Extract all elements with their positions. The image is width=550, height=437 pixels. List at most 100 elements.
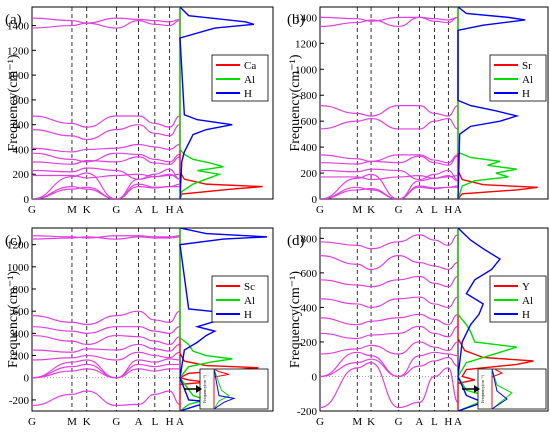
dos-curve-metal (457, 7, 538, 199)
phonon-band (32, 152, 181, 163)
phonon-band (32, 310, 181, 326)
y-tick-label: 600 (13, 120, 30, 132)
legend-entry: H (244, 309, 252, 321)
phonon-band (320, 351, 459, 378)
legend-entry: Al (522, 74, 533, 86)
hs-label: L (431, 204, 438, 216)
phonon-band (32, 183, 181, 199)
hs-label: L (151, 416, 158, 428)
y-tick-label: 1000 (7, 70, 30, 82)
hs-label: G (112, 416, 120, 428)
phonon-band (32, 172, 181, 199)
phonon-band (320, 255, 459, 271)
legend-entry: Sc (244, 281, 255, 293)
legend-entry: Sr (522, 60, 532, 72)
y-tick-label: 1000 (7, 262, 30, 274)
inset-frame (199, 368, 269, 410)
phonon-band (32, 156, 181, 165)
phonon-band (320, 16, 459, 22)
y-axis-label: Frequency(cm⁻¹) (6, 54, 21, 151)
inset-ylabel: Frequency(cm⁻¹) (480, 374, 485, 402)
inset-curve-h (491, 368, 508, 410)
y-axis-label: Frequency(cm⁻¹) (288, 271, 303, 368)
y-tick-label: 200 (13, 169, 30, 181)
panel-label: (d) (287, 233, 305, 249)
phonon-band (32, 363, 180, 379)
inset-ylabel: Frequency(cm⁻¹) (202, 374, 207, 402)
phonon-band (32, 143, 181, 153)
hs-label: H (166, 204, 174, 216)
hs-label: H (166, 416, 174, 428)
hs-label: A (415, 204, 423, 216)
y-tick-label: 1200 (7, 240, 30, 252)
legend-entry: H (244, 88, 252, 100)
phonon-band (320, 104, 459, 117)
y-tick-label: 0 (24, 373, 30, 385)
y-axis-label: Frequency(cm⁻¹) (6, 271, 21, 368)
phonon-band (320, 325, 459, 340)
y-tick-label: 1400 (295, 12, 318, 24)
y-tick-label: 400 (301, 302, 318, 314)
phonon-band (32, 358, 181, 379)
y-tick-label: 0 (24, 194, 30, 206)
panel-label: (c) (5, 233, 22, 249)
plot-frame (31, 227, 274, 412)
y-tick-label: 600 (13, 306, 30, 318)
inset-curve-al (491, 368, 513, 410)
legend-entry: Al (522, 295, 533, 307)
y-axis-label: Frequency(cm⁻¹) (288, 54, 303, 151)
hs-label: M (67, 416, 77, 428)
hs-label: K (367, 204, 375, 216)
phonon-band (32, 326, 181, 334)
phonon-band (32, 390, 181, 407)
y-tick-label: 200 (301, 337, 318, 349)
y-tick-label: 0 (312, 194, 318, 206)
y-tick-label: 800 (13, 95, 30, 107)
y-tick-label: -200 (297, 406, 318, 418)
phonon-band (320, 168, 459, 181)
phonon-band (320, 185, 459, 199)
plot-frame (319, 6, 549, 200)
phonon-band (32, 368, 180, 379)
y-tick-label: 1200 (295, 38, 318, 50)
y-tick-label: -200 (9, 395, 30, 407)
inset: Frequency(cm⁻¹) (184, 368, 269, 410)
phonon-band (32, 20, 181, 29)
phonon-band (320, 275, 459, 288)
legend-entry: H (522, 88, 530, 100)
y-tick-label: 200 (301, 168, 318, 180)
hs-label: K (83, 416, 91, 428)
legend-entry: Al (244, 295, 255, 307)
phonon-band (32, 351, 181, 361)
phonon-band (32, 235, 181, 239)
hs-label: G (316, 416, 324, 428)
y-tick-label: 800 (301, 233, 318, 245)
hs-label: G (395, 416, 403, 428)
phonon-band (32, 236, 181, 240)
phonon-band (320, 155, 459, 166)
inset-arrow-head (196, 385, 202, 393)
hs-label: L (151, 204, 158, 216)
hs-label: A (454, 204, 462, 216)
phonon-band (32, 115, 181, 128)
phonon-band (320, 117, 459, 130)
hs-label: L (431, 416, 438, 428)
phonon-band (32, 173, 181, 179)
hs-label: G (28, 416, 36, 428)
panel-label: (a) (5, 12, 22, 28)
phonon-band (320, 175, 459, 181)
hs-label: A (135, 416, 143, 428)
dos-curve-h (457, 7, 526, 199)
hs-label: M (352, 416, 362, 428)
phonon-band (320, 362, 459, 409)
phonon-band (32, 167, 181, 180)
hs-label: H (444, 416, 452, 428)
phonon-band (320, 356, 459, 378)
y-tick-label: 400 (13, 144, 30, 156)
hs-label: A (415, 416, 423, 428)
y-tick-label: 800 (13, 284, 30, 296)
y-tick-label: 1200 (7, 45, 30, 57)
